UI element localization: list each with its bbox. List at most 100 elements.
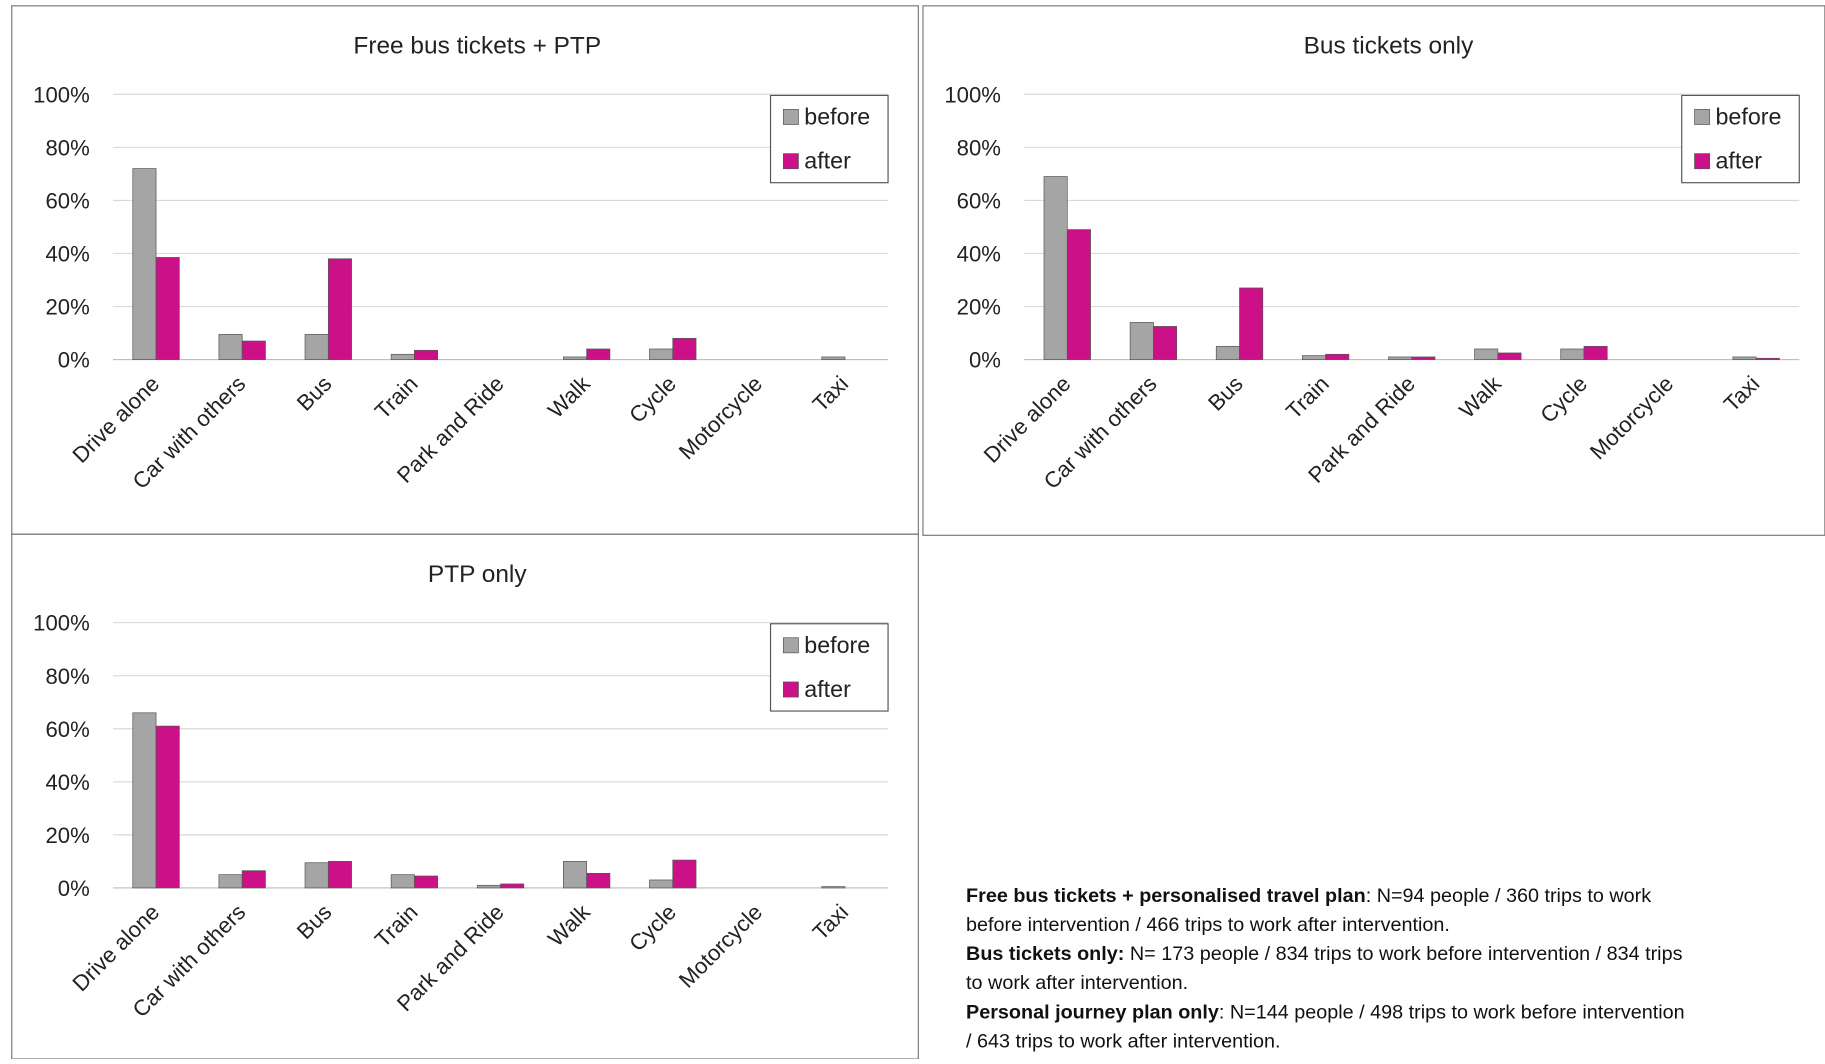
bar — [672, 859, 697, 889]
bar — [304, 334, 329, 360]
chart-title: Bus tickets only — [1304, 33, 1474, 60]
bar — [1474, 348, 1499, 360]
x-tick-label: Bus — [292, 899, 337, 944]
bar — [563, 861, 588, 889]
legend-swatch — [782, 153, 799, 170]
y-tick-label: 80% — [45, 664, 89, 689]
x-tick-label: Taxi — [1719, 371, 1764, 416]
y-tick-label: 40% — [45, 242, 89, 267]
x-tick-label: Train — [1281, 371, 1334, 424]
bar — [821, 356, 846, 360]
note-heading: Personal journey plan only — [966, 1000, 1219, 1023]
bar — [586, 872, 611, 889]
y-tick-label: 100% — [33, 611, 90, 636]
legend-label: after — [804, 676, 851, 702]
legend-label: after — [804, 148, 851, 174]
y-tick-label: 60% — [45, 189, 89, 214]
y-tick-label: 20% — [957, 295, 1001, 320]
x-tick-label: Taxi — [808, 371, 853, 416]
y-tick-label: 0% — [58, 876, 90, 901]
y-tick-label: 100% — [944, 82, 1001, 107]
bar — [476, 884, 501, 889]
bar — [327, 861, 352, 889]
bar — [1066, 229, 1091, 360]
note-text: : N=94 people / 360 trips to work before… — [966, 884, 1652, 936]
y-tick-label: 40% — [957, 242, 1001, 267]
legend-swatch — [782, 109, 799, 125]
x-tick-label: Cycle — [624, 899, 681, 956]
y-tick-label: 60% — [45, 717, 89, 742]
bar — [1583, 345, 1608, 360]
bar — [155, 257, 180, 360]
bar — [414, 875, 439, 889]
chart-title: Free bus tickets + PTP — [353, 33, 601, 60]
bar — [1388, 356, 1413, 360]
y-tick-label: 20% — [45, 295, 89, 320]
bar — [414, 349, 439, 360]
bar — [1411, 356, 1436, 360]
y-tick-label: 100% — [33, 82, 90, 107]
bar — [672, 338, 697, 360]
note-heading: Free bus tickets + personalised travel p… — [966, 884, 1366, 907]
x-tick-label: Train — [370, 371, 423, 424]
bar — [132, 712, 157, 889]
bar — [241, 870, 266, 889]
bar — [1560, 348, 1585, 360]
bar — [1325, 353, 1350, 360]
x-tick-label: Train — [370, 899, 423, 952]
legend-swatch — [782, 681, 799, 698]
legend-label: before — [1715, 104, 1781, 130]
note-heading: Bus tickets only: — [966, 942, 1125, 965]
bar — [649, 879, 674, 889]
note-text: N= 173 people / 834 trips to work before… — [966, 942, 1683, 994]
bar — [218, 874, 243, 889]
bar — [155, 725, 180, 889]
bar — [1755, 357, 1780, 360]
bar — [1732, 356, 1757, 360]
legend-swatch — [1694, 109, 1711, 125]
bar — [1129, 322, 1154, 360]
bar — [1153, 326, 1178, 360]
y-tick-label: 20% — [45, 823, 89, 848]
bar — [1043, 176, 1068, 360]
x-tick-label: Walk — [543, 899, 596, 952]
x-tick-label: Taxi — [808, 899, 853, 944]
bar — [218, 334, 243, 360]
note: Personal journey plan only: N=144 people… — [966, 997, 1688, 1055]
x-tick-label: Cycle — [1535, 371, 1592, 428]
note: Bus tickets only: N= 173 people / 834 tr… — [966, 939, 1688, 997]
legend-label: before — [804, 104, 870, 130]
y-tick-label: 0% — [969, 348, 1001, 373]
bar — [304, 862, 329, 889]
y-tick-label: 60% — [957, 189, 1001, 214]
bar — [327, 258, 352, 360]
bar — [390, 353, 415, 360]
x-tick-label: Bus — [292, 371, 337, 416]
y-tick-label: 40% — [45, 770, 89, 795]
bar — [649, 348, 674, 360]
legend-swatch — [1694, 153, 1711, 170]
bar — [1497, 352, 1522, 360]
bar — [563, 356, 588, 360]
chart-panel: Bus tickets only0%20%40%60%80%100%Drive … — [922, 5, 1825, 536]
x-tick-label: Walk — [1454, 370, 1507, 423]
bar — [390, 874, 415, 889]
notes-box: Free bus tickets + personalised travel p… — [966, 881, 1688, 1056]
note: Free bus tickets + personalised travel p… — [966, 881, 1688, 939]
notes: Free bus tickets + personalised travel p… — [966, 881, 1688, 1056]
x-tick-label: Walk — [543, 370, 596, 423]
bar — [1239, 287, 1264, 360]
y-tick-label: 80% — [45, 135, 89, 160]
y-tick-label: 0% — [58, 348, 90, 373]
bar — [241, 340, 266, 360]
x-tick-label: Motorcycle — [674, 899, 767, 992]
bar — [821, 886, 846, 889]
bar — [500, 883, 525, 889]
x-tick-label: Bus — [1203, 371, 1248, 416]
bar — [1302, 355, 1326, 360]
x-tick-label: Motorcycle — [1585, 371, 1678, 464]
y-tick-label: 80% — [957, 135, 1001, 160]
bar — [586, 348, 611, 360]
